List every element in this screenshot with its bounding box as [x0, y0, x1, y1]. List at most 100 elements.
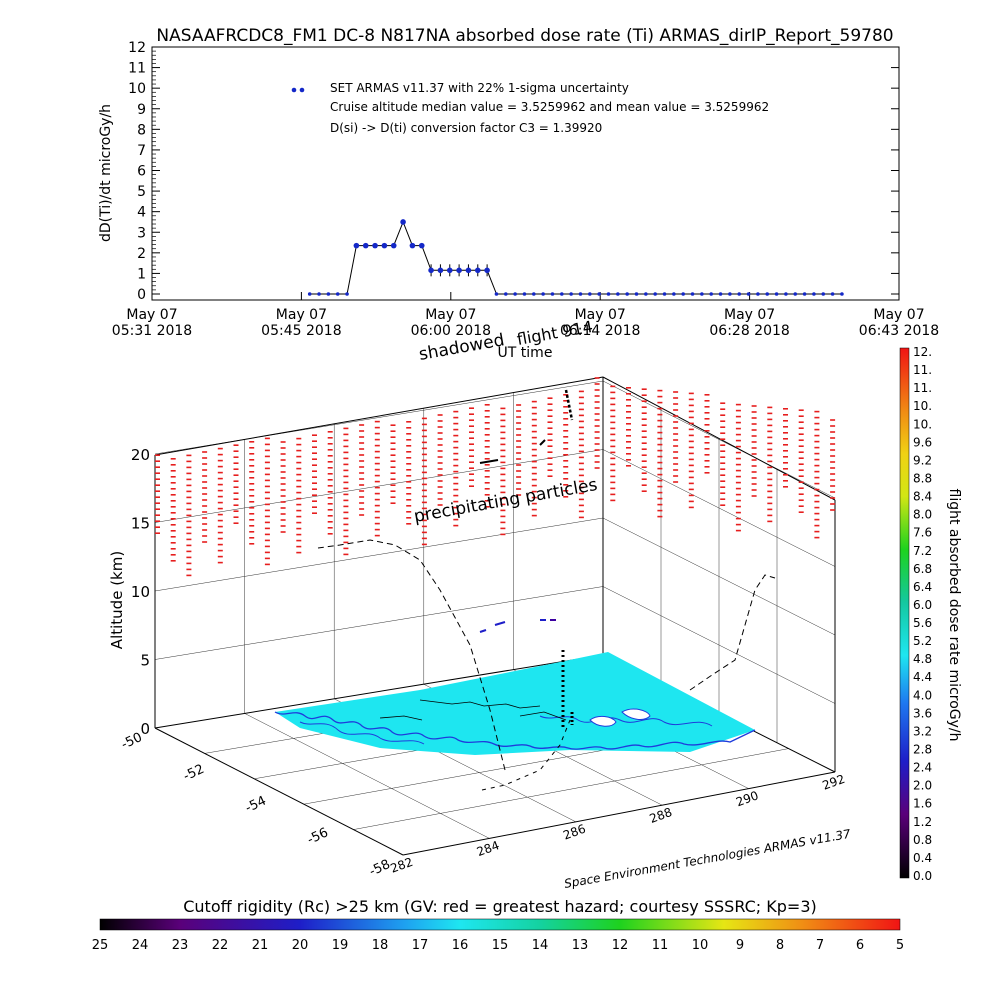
rigidity-colorbar-tick-label: 11 [652, 938, 669, 953]
dose-rate-point [672, 292, 676, 296]
cruise-dose-markers [479, 619, 556, 633]
y-tick-label: 12 [128, 40, 146, 56]
dose-rate-point [484, 267, 490, 274]
rigidity-colorbar-tick-label: 23 [172, 938, 189, 953]
figure-title: NASAAFRCDC8_FM1 DC-8 N817NA absorbed dos… [156, 26, 893, 46]
dose-rate-point [390, 242, 397, 249]
dose-colorbar-tick-label: 0.0 [913, 869, 932, 883]
y-tick-label: 11 [128, 61, 146, 77]
dose-colorbar-tick-label: 4.8 [913, 652, 932, 666]
dose-rate-point [812, 292, 816, 296]
dose-rate-point [541, 292, 545, 296]
dose-rate-point [456, 267, 462, 274]
rigidity-colorbar-tick-label: 7 [816, 938, 824, 953]
dose-colorbar-tick-label: 0.4 [913, 851, 932, 865]
dose-rate-point [446, 267, 453, 274]
rigidity-colorbar-tick-label: 13 [572, 938, 589, 953]
dose-rate-point [437, 267, 444, 274]
dose-rate-point [709, 292, 714, 296]
dose-rate-point [653, 292, 657, 296]
legend-marker [299, 87, 305, 93]
dose-rate-point [345, 292, 349, 296]
dose-rate-point [578, 292, 583, 296]
altitude-tick-label: 0 [140, 720, 150, 738]
dose-rate-point [793, 292, 798, 296]
dose-rate-point [644, 292, 648, 296]
vertical-profile-markers [479, 389, 574, 730]
dose-rate-point [616, 292, 620, 296]
rigidity-colorbar-tick-label: 14 [532, 938, 549, 953]
island-outline [589, 715, 617, 727]
rigidity-colorbar-tick-label: 18 [372, 938, 389, 953]
longitude-tick-label: 290 [734, 788, 760, 809]
landmass-outline [379, 699, 567, 721]
longitude-tick-label: 284 [475, 838, 501, 859]
dose-rate-point [560, 292, 564, 296]
x-tick-day: May 07 [425, 307, 476, 323]
rigidity-colorbar-tick-label: 6 [856, 938, 864, 953]
dose-rate-point [840, 292, 844, 296]
dose-rate-point [597, 292, 601, 296]
longitude-tick-label: 286 [561, 822, 587, 843]
dose-colorbar-tick-label: 4.4 [913, 670, 932, 684]
y-tick-label: 5 [137, 184, 146, 200]
flight-3d-panel: shadowed flight 914 precipitating partic… [108, 317, 852, 891]
dose-colorbar-tick-label: 3.6 [913, 706, 932, 720]
grid-line [154, 380, 604, 455]
dose-colorbar-tick-label: 2.4 [913, 761, 932, 775]
dose-rate-point [522, 292, 527, 296]
x-tick-time: 05:45 2018 [261, 323, 341, 339]
y-tick-label: 3 [137, 225, 146, 241]
floor-grid-line [244, 713, 490, 839]
rigidity-colorbar-tick-label: 24 [132, 938, 149, 953]
dose-rate-point [765, 292, 770, 296]
rigidity-dash-field [155, 377, 836, 577]
dose-rate-point [774, 292, 779, 296]
y-tick-label: 2 [137, 246, 146, 262]
dose-rate-point [317, 292, 321, 296]
dose-rate-point [606, 292, 611, 296]
coastline-inner [299, 715, 713, 745]
altitude-axis-title: Altitude (km) [108, 551, 126, 649]
dose-rate-point [756, 292, 760, 296]
dose-colorbar-tick-label: 3.2 [913, 724, 932, 738]
rigidity-colorbar-gradient [99, 918, 901, 931]
map-surface [274, 652, 756, 755]
x-tick-time: 06:43 2018 [859, 323, 939, 339]
rigidity-colorbar-tick-label: 10 [692, 938, 709, 953]
dose-rate-point [418, 242, 425, 249]
dose-colorbar-tick-label: 12. [913, 345, 932, 359]
dose-rate-point [728, 292, 732, 296]
dose-rate-point [307, 292, 312, 296]
dose-colorbar-tick-label: 8.4 [913, 490, 932, 504]
dose-colorbar-tick-label: 6.0 [913, 598, 932, 612]
grid-line [154, 517, 604, 592]
dose-rate-point [513, 292, 517, 296]
longitude-tick-label: 282 [388, 855, 414, 876]
flight-track [317, 539, 776, 771]
coastline [274, 711, 756, 750]
flight-number-label: flight 914 [515, 317, 594, 349]
latitude-tick-label: -54 [243, 794, 269, 817]
dose-rate-point [503, 292, 508, 296]
rigidity-colorbar-tick-label: 19 [332, 938, 349, 953]
y-tick-label: 1 [137, 266, 146, 282]
dose-rate-point [830, 292, 835, 296]
dose-rate-point [372, 242, 378, 249]
rigidity-colorbar: Cutoff rigidity (Rc) >25 km (GV: red = g… [92, 897, 904, 953]
dose-rate-point [428, 267, 434, 274]
dose-rate-point [326, 292, 331, 296]
altitude-tick-label: 20 [131, 446, 150, 464]
dose-rate-point [400, 219, 406, 225]
dose-rate-point [335, 292, 340, 296]
y-tick-label: 4 [137, 205, 146, 221]
dose-rate-point [362, 242, 369, 249]
rigidity-colorbar-tick-label: 25 [92, 938, 109, 953]
dose-rate-point [700, 292, 704, 296]
dose-colorbar-label: flight absorbed dose rate microGy/h [946, 489, 962, 742]
rigidity-colorbar-tick-label: 8 [776, 938, 784, 953]
dose-rate-point [569, 292, 573, 296]
x-tick-time: 06:28 2018 [709, 323, 789, 339]
dose-rate-point [746, 292, 751, 296]
x-tick-day: May 07 [575, 307, 626, 323]
